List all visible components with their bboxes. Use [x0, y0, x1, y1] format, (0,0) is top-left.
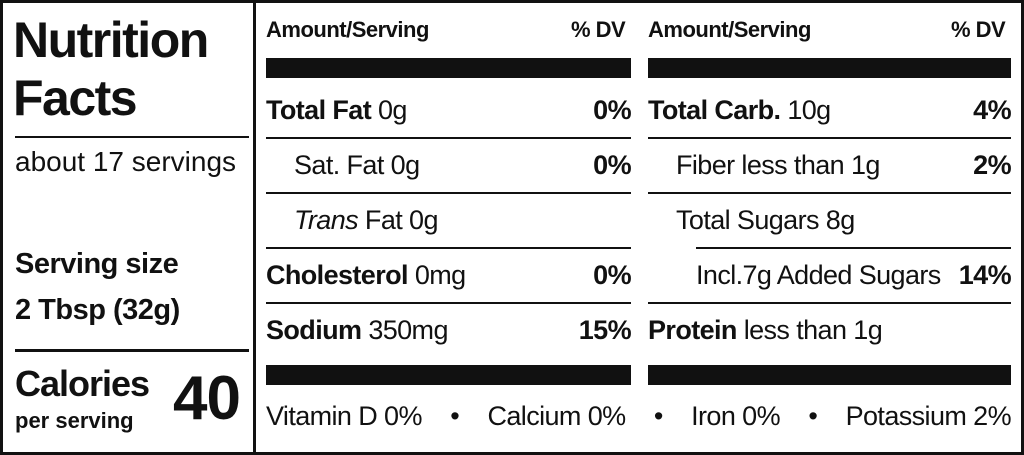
daily-value: 15% [578, 315, 632, 345]
nutrient-row: Fiber less than 1g 2% [676, 138, 1012, 193]
thick-bar [648, 365, 1011, 385]
nutrient-amount: 0mg [414, 260, 466, 290]
serving-size: 2 Tbsp (32g) [15, 294, 180, 326]
header: % DV [951, 17, 1006, 42]
nutrient: Sodium 350mg [266, 315, 448, 346]
thick-bar [266, 365, 631, 385]
daily-value: 4% [973, 95, 1011, 125]
vitamin: Calcium 0% [487, 401, 626, 431]
divider [15, 136, 249, 138]
row-divider [266, 247, 631, 249]
vitamin: Vitamin D 0% [266, 401, 422, 431]
column-divider [253, 3, 256, 452]
nutrient-name: Cholesterol [266, 260, 409, 290]
nutrient-row: Protein less than 1g [648, 303, 1011, 358]
nutrient: Total Sugars 8g [676, 205, 855, 236]
nutrient: Sat. Fat 0g [294, 150, 420, 181]
row-divider [648, 302, 1011, 304]
nutrient-name: Sodium [266, 315, 362, 345]
nutrient: Incl.7g Added Sugars [696, 260, 941, 291]
nutrient-row: Total Fat 0g 0% [266, 83, 632, 138]
nutrient: Trans Fat 0g [294, 205, 438, 236]
header: Amount/Serving [266, 17, 429, 42]
calories-sub: per serving [15, 408, 134, 433]
nutrient-amount: less than 1g [743, 315, 883, 345]
row-divider [266, 137, 631, 139]
vitamin: Iron 0% [691, 401, 780, 431]
thick-bar [266, 58, 631, 78]
thick-bar [648, 58, 1011, 78]
header: Amount/Serving [648, 17, 811, 42]
nutrient: Fiber less than 1g [676, 150, 880, 181]
row-divider [266, 302, 631, 304]
bullet: • [653, 401, 663, 431]
divider [15, 349, 249, 352]
calories-label: Calories [15, 363, 150, 404]
daily-value: 0% [593, 260, 631, 290]
calories: 40 [173, 364, 241, 433]
bullet: • [808, 401, 818, 431]
nutrient-name: Incl.7g Added Sugars [696, 260, 941, 290]
nutrient-amount: 10g [787, 95, 831, 125]
nutrient-row: Incl.7g Added Sugars 14% [696, 248, 1012, 303]
servings: about 17 servings [15, 146, 237, 177]
daily-value: 0% [593, 95, 631, 125]
nutrient: Total Fat 0g [266, 95, 407, 126]
daily-value: 0% [593, 150, 631, 180]
row-divider [648, 192, 1011, 194]
serving-size-label: Serving size [15, 248, 179, 280]
daily-value: 14% [958, 260, 1012, 290]
nutrient-amount: 0g [378, 95, 407, 125]
row-divider [696, 247, 1011, 249]
nutrient: Protein less than 1g [648, 315, 883, 346]
daily-value: 2% [973, 150, 1011, 180]
nutrient-name: Protein [648, 315, 737, 345]
nutrient-row: Total Carb. 10g 4% [648, 83, 1012, 138]
nutrient-amount: 350mg [368, 315, 448, 345]
nutrient-amount: 0g [390, 150, 420, 180]
vitamin: Potassium 2% [845, 401, 1012, 431]
title: Nutrition Facts [13, 12, 209, 126]
nutrient-row: Trans Fat 0g [294, 193, 631, 248]
nutrient-name: Total Carb. [648, 95, 781, 125]
vitamins: Vitamin D 0% • Calcium 0% • Iron 0% • Po… [266, 401, 1012, 432]
nutrient: Cholesterol 0mg [266, 260, 466, 291]
nutrient-row: Cholesterol 0mg 0% [266, 248, 632, 303]
nutrient-row: Total Sugars 8g [676, 193, 1011, 248]
header: % DV [571, 17, 626, 42]
nutrient-row: Sodium 350mg 15% [266, 303, 632, 358]
nutrient-name: Total Sugars 8g [676, 205, 855, 235]
nutrient-name: Fat [364, 205, 403, 235]
nutrient-italic: Trans [294, 205, 359, 235]
nutrient-name: Sat. Fat [294, 150, 384, 180]
nutrient: Total Carb. 10g [648, 95, 831, 126]
bullet: • [450, 401, 460, 431]
row-divider [266, 192, 631, 194]
nutrient-row: Sat. Fat 0g 0% [294, 138, 632, 193]
nutrient-name: Total Fat [266, 95, 372, 125]
nutrient-name: Fiber less than 1g [676, 150, 880, 180]
row-divider [648, 137, 1011, 139]
nutrient-amount: 0g [409, 205, 438, 235]
